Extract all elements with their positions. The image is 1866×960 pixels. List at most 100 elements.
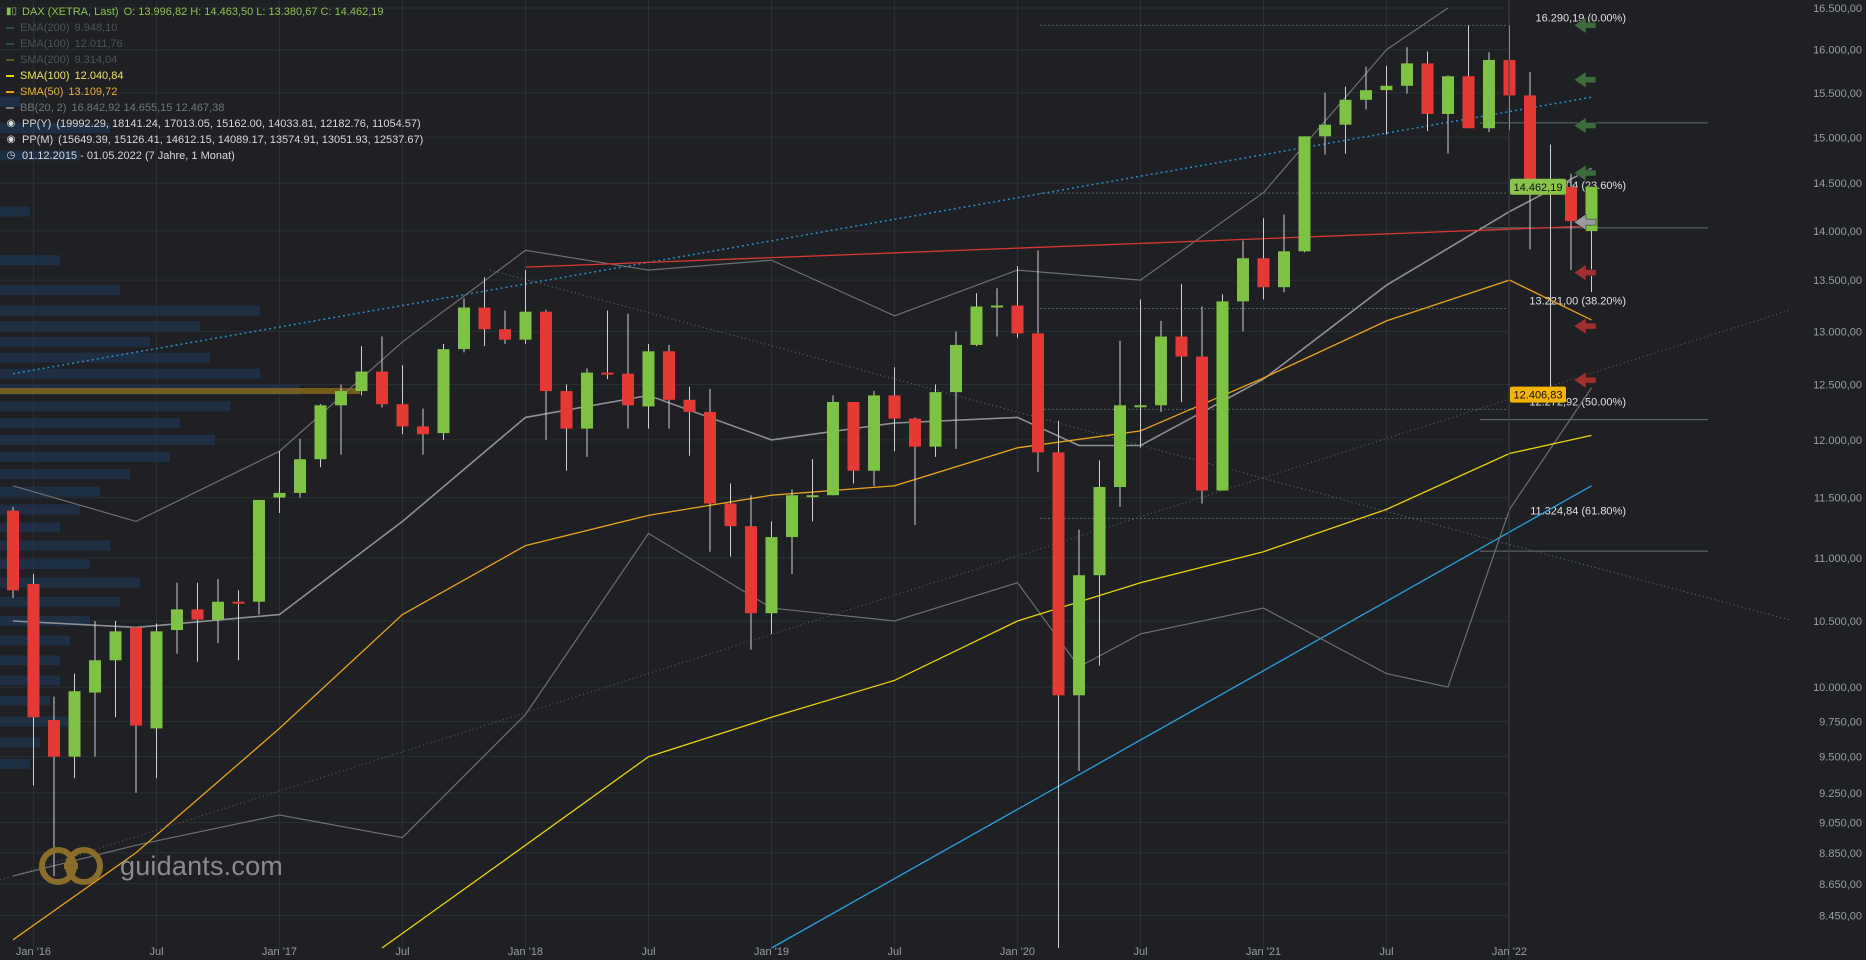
y-tick-label: 10.500,00 bbox=[1813, 616, 1862, 628]
fib-label: 16.290,19 (0.00%) bbox=[1535, 12, 1626, 24]
candle-body bbox=[1298, 136, 1311, 252]
candle-body bbox=[1278, 251, 1290, 288]
candle bbox=[1442, 75, 1454, 154]
legend-bb[interactable]: BB(20, 2) 16.842,92 14.655,15 12.467,38 bbox=[6, 100, 423, 116]
candle bbox=[991, 288, 1003, 337]
candle-body bbox=[1565, 186, 1577, 222]
candle-body bbox=[1483, 59, 1495, 129]
price-tag-label: 12.406,83 bbox=[1514, 390, 1563, 402]
volume-bar bbox=[0, 150, 80, 161]
legend-ema100[interactable]: EMA(100) 12.011,76 bbox=[6, 36, 423, 52]
x-tick-label: Jan '20 bbox=[1000, 946, 1035, 958]
arrow-icon bbox=[1573, 16, 1597, 34]
volume-bar bbox=[0, 368, 260, 379]
legend-ema200[interactable]: EMA(200) 9.948,10 bbox=[6, 20, 423, 36]
candle-body bbox=[396, 404, 409, 427]
candle bbox=[1011, 266, 1024, 338]
candle-body bbox=[1360, 90, 1372, 100]
volume-bar bbox=[0, 737, 40, 748]
candle bbox=[1032, 250, 1044, 472]
candle-body bbox=[437, 349, 450, 434]
y-tick-label: 14.000,00 bbox=[1813, 226, 1862, 238]
y-tick-label: 9.750,00 bbox=[1819, 716, 1862, 728]
target-icon: ◉ bbox=[6, 118, 16, 129]
candle-body bbox=[1093, 487, 1106, 576]
candle bbox=[745, 495, 757, 650]
candle bbox=[212, 578, 224, 644]
candle bbox=[601, 310, 614, 380]
candle bbox=[396, 365, 409, 435]
candle-body bbox=[724, 503, 737, 527]
candle-body bbox=[314, 405, 327, 460]
candle-body bbox=[970, 306, 983, 345]
legend-sma200[interactable]: SMA(200) 9.314,04 bbox=[6, 52, 423, 68]
candle-body bbox=[683, 399, 696, 412]
candle-body bbox=[171, 609, 183, 631]
candle-body bbox=[499, 329, 511, 340]
candle bbox=[519, 270, 532, 344]
candle bbox=[1073, 529, 1085, 772]
volume-bar bbox=[0, 615, 90, 626]
candle-body bbox=[294, 459, 306, 493]
candle-body bbox=[355, 371, 368, 392]
candle-body bbox=[827, 401, 839, 496]
candle bbox=[663, 344, 675, 429]
candle bbox=[868, 391, 880, 486]
volume-bar bbox=[0, 596, 120, 607]
candle bbox=[376, 336, 388, 408]
candle-body bbox=[745, 526, 757, 614]
volume-bar bbox=[0, 96, 20, 107]
candle bbox=[786, 489, 798, 574]
candle bbox=[1401, 47, 1413, 94]
candle-body bbox=[909, 418, 921, 447]
arrow-icon bbox=[1573, 164, 1597, 182]
candle-body bbox=[109, 631, 122, 661]
price-tag bbox=[1510, 386, 1566, 403]
y-tick-label: 8.450,00 bbox=[1819, 911, 1862, 923]
candle-body bbox=[191, 609, 204, 620]
candle bbox=[1155, 320, 1167, 412]
y-tick-label: 16.000,00 bbox=[1813, 45, 1862, 57]
candle bbox=[109, 620, 122, 718]
legend-sma100[interactable]: SMA(100) 12.040,84 bbox=[6, 68, 423, 84]
candle bbox=[232, 590, 245, 661]
candle-body bbox=[581, 372, 593, 429]
candle bbox=[704, 388, 716, 552]
candle bbox=[89, 620, 101, 757]
legend-sma50[interactable]: SMA(50) 13.109,72 bbox=[6, 84, 423, 100]
legend-period[interactable]: ◷ 01.12.2015 - 01.05.2022 (7 Jahre, 1 Mo… bbox=[6, 148, 423, 164]
candle-body bbox=[601, 372, 614, 375]
watermark: guidants.com bbox=[38, 846, 283, 886]
candle-body bbox=[150, 631, 163, 729]
candle-body bbox=[847, 401, 860, 471]
legend-pp-yearly[interactable]: ◉ PP(Y) (19992.29, 18141.24, 17013.05, 1… bbox=[6, 116, 423, 132]
price-tag-label: 14.462,19 bbox=[1514, 182, 1563, 194]
candle-body bbox=[1134, 405, 1147, 408]
instrument-title[interactable]: DAX (XETRA, Last) bbox=[22, 6, 119, 18]
fib-label: 13.221,00 (38.20%) bbox=[1529, 295, 1626, 307]
candle-body bbox=[560, 391, 573, 429]
legend-pp-monthly[interactable]: ◉ PP(M) (15649.39, 15126.41, 14612.15, 1… bbox=[6, 132, 424, 148]
candle-body bbox=[458, 307, 470, 350]
candle bbox=[130, 627, 142, 793]
ohlc-values: O: 13.996,82 H: 14.463,50 L: 13.380,67 C… bbox=[123, 6, 384, 18]
period-range: 01.12.2015 - 01.05.2022 (7 Jahre, 1 Mona… bbox=[22, 150, 235, 162]
candle bbox=[335, 384, 347, 455]
candle-body bbox=[1524, 95, 1536, 187]
candle bbox=[273, 451, 286, 513]
candle-body bbox=[7, 510, 19, 591]
candle bbox=[68, 673, 81, 779]
candle-body bbox=[1011, 305, 1024, 334]
candle bbox=[1114, 340, 1126, 508]
candle bbox=[191, 582, 204, 662]
y-tick-label: 12.500,00 bbox=[1813, 380, 1862, 392]
candle bbox=[1483, 52, 1495, 132]
y-tick-label: 15.500,00 bbox=[1813, 88, 1862, 100]
x-tick-label: Jan '19 bbox=[754, 946, 789, 958]
candle-body bbox=[1339, 99, 1352, 125]
candle bbox=[437, 343, 450, 440]
arrow-icon bbox=[1573, 371, 1597, 389]
candle bbox=[1257, 218, 1270, 300]
candle-body bbox=[1380, 85, 1393, 91]
